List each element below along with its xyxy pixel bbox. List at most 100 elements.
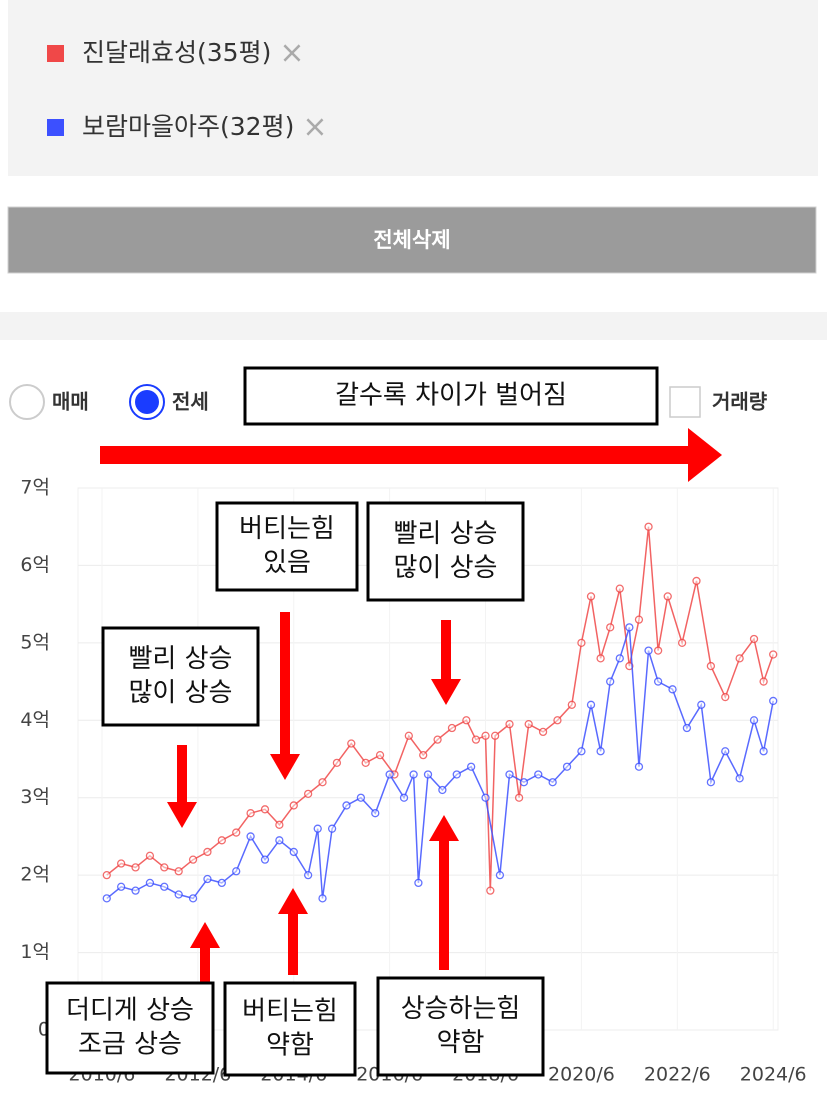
data-point bbox=[447, 723, 457, 733]
annotation-text: 빨리 상승 bbox=[129, 644, 233, 674]
arrow bbox=[441, 620, 451, 679]
arrow bbox=[280, 612, 290, 754]
radio-label[interactable]: 매매 bbox=[52, 390, 89, 414]
arrow bbox=[100, 446, 690, 464]
radio-label[interactable]: 전세 bbox=[172, 390, 209, 414]
data-point bbox=[644, 522, 653, 531]
data-point bbox=[481, 731, 490, 740]
data-point bbox=[246, 832, 255, 841]
annotation-box bbox=[101, 626, 260, 727]
data-point bbox=[577, 747, 586, 756]
data-point bbox=[275, 820, 284, 829]
data-point bbox=[668, 685, 677, 694]
data-point bbox=[481, 793, 490, 802]
data-point bbox=[606, 677, 615, 686]
annotation-text: 조금 상승 bbox=[78, 1030, 182, 1060]
annotation-text: 더디게 상승 bbox=[66, 996, 194, 1026]
arrow bbox=[200, 948, 210, 985]
data-point bbox=[596, 654, 605, 663]
data-point bbox=[174, 867, 183, 876]
data-point bbox=[203, 874, 212, 884]
delete-button[interactable] bbox=[7, 206, 817, 274]
data-point bbox=[419, 750, 428, 760]
data-point bbox=[721, 747, 730, 756]
annotation-box bbox=[215, 501, 359, 592]
legend-swatch bbox=[47, 119, 64, 136]
annotation-text: 버티는힘 bbox=[239, 514, 335, 544]
annotation-text: 갈수록 차이가 벌어짐 bbox=[335, 381, 567, 411]
data-point bbox=[514, 793, 524, 802]
annotation-text: 상승하는힘 bbox=[401, 994, 521, 1024]
data-point bbox=[260, 855, 270, 864]
data-point bbox=[548, 778, 557, 787]
data-point bbox=[625, 661, 634, 671]
legend-remove[interactable]: × bbox=[279, 36, 304, 71]
annotation-box bbox=[243, 366, 659, 426]
data-point bbox=[735, 774, 744, 783]
arrow bbox=[190, 922, 220, 948]
arrow bbox=[167, 802, 197, 828]
data-point bbox=[562, 762, 572, 771]
data-point bbox=[361, 758, 370, 768]
data-point bbox=[682, 723, 692, 733]
data-point bbox=[653, 646, 663, 655]
data-point bbox=[188, 894, 198, 903]
delete-button-label[interactable]: 전체삭제 bbox=[373, 228, 450, 252]
data-point bbox=[260, 805, 270, 814]
y-tick-label: 6억 bbox=[20, 554, 50, 576]
data-point bbox=[567, 700, 576, 709]
data-point bbox=[486, 886, 495, 895]
annotation-box bbox=[376, 976, 545, 1077]
annotation-text: 약함 bbox=[437, 1028, 485, 1058]
arrow bbox=[439, 841, 449, 970]
data-point bbox=[347, 739, 356, 748]
data-point bbox=[356, 793, 366, 802]
data-point bbox=[462, 716, 471, 725]
legend-remove[interactable]: × bbox=[302, 110, 327, 145]
legend-label: 진달래효성(35평) bbox=[82, 38, 271, 67]
data-point bbox=[749, 716, 759, 725]
data-point bbox=[505, 770, 514, 779]
arrow bbox=[429, 815, 459, 841]
data-point bbox=[677, 638, 687, 648]
annotation-text: 빨리 상승 bbox=[394, 519, 498, 549]
data-point bbox=[117, 859, 126, 868]
data-point bbox=[524, 720, 533, 729]
x-tick-label: 2020/6 bbox=[548, 1064, 615, 1086]
checkbox[interactable] bbox=[669, 386, 701, 418]
data-point bbox=[471, 735, 481, 744]
arrow bbox=[270, 754, 300, 780]
data-point bbox=[467, 762, 476, 771]
checkbox-label[interactable]: 거래량 bbox=[712, 390, 768, 414]
data-point bbox=[289, 847, 298, 857]
annotation-text: 많이 상승 bbox=[129, 678, 233, 708]
annotation-text: 약함 bbox=[266, 1031, 314, 1061]
legend-panel bbox=[8, 0, 818, 176]
data-point bbox=[423, 770, 433, 779]
data-point bbox=[160, 882, 169, 891]
y-tick-label: 7억 bbox=[20, 477, 50, 499]
legend-swatch bbox=[47, 45, 64, 62]
data-point bbox=[385, 770, 394, 779]
data-point bbox=[596, 747, 605, 756]
data-point bbox=[303, 789, 313, 798]
data-point bbox=[615, 654, 624, 663]
y-tick-label: 3억 bbox=[20, 786, 50, 808]
arrow bbox=[177, 745, 187, 802]
data-point bbox=[749, 634, 759, 644]
data-point bbox=[538, 727, 548, 737]
annotation-box bbox=[366, 501, 525, 602]
data-point bbox=[217, 878, 226, 888]
data-point bbox=[438, 785, 447, 795]
data-point bbox=[433, 735, 442, 744]
data-point bbox=[721, 692, 730, 702]
data-point bbox=[289, 801, 298, 810]
data-point bbox=[332, 758, 342, 768]
data-point bbox=[145, 878, 155, 888]
radio[interactable] bbox=[9, 384, 45, 420]
data-point bbox=[553, 716, 562, 725]
data-point bbox=[414, 878, 423, 888]
annotation-box bbox=[45, 981, 215, 1075]
data-point bbox=[404, 731, 413, 740]
annotation-text: 있음 bbox=[263, 548, 311, 578]
